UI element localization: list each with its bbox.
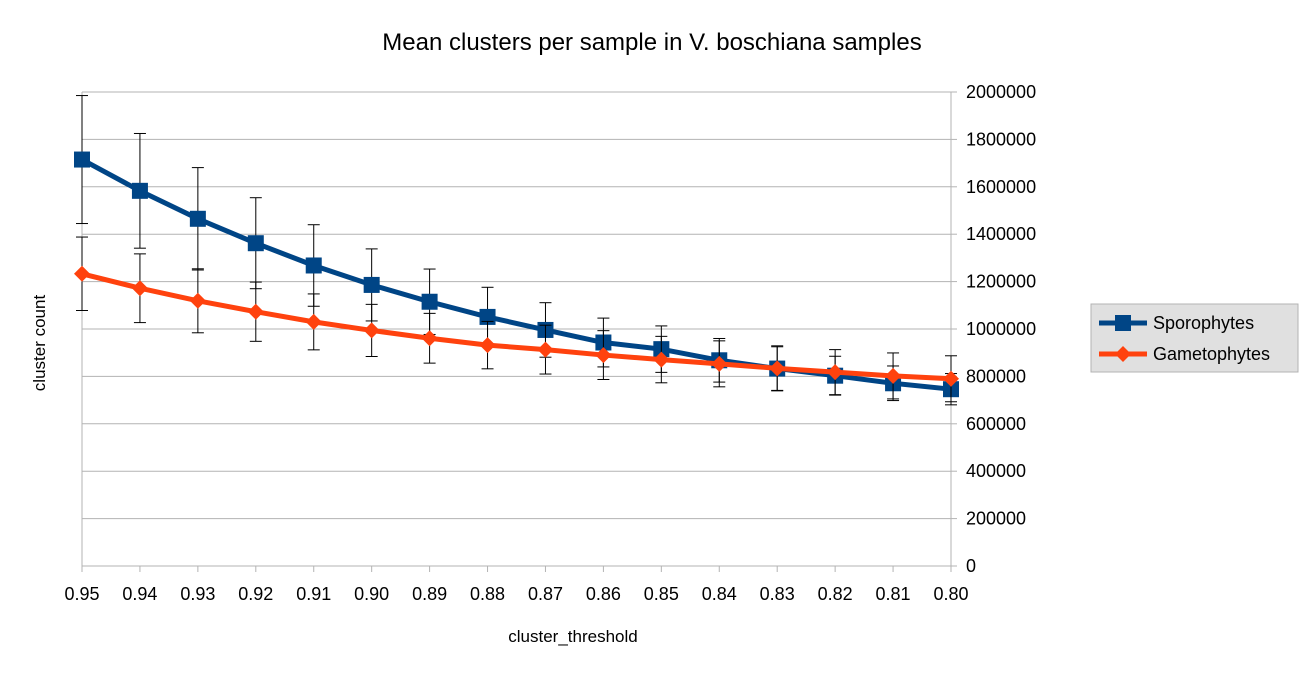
- x-tick-label: 0.84: [702, 584, 737, 604]
- x-tick-label: 0.81: [876, 584, 911, 604]
- x-tick-label: 0.80: [933, 584, 968, 604]
- x-tick-label: 0.82: [818, 584, 853, 604]
- y-axis-ticks: 0 200000 400000 600000 800000 1000000 1200000 1…: [951, 82, 1036, 576]
- data-point: [247, 303, 264, 320]
- data-point: [537, 341, 554, 358]
- series-line: [81, 271, 952, 382]
- y-tick-label: 400000: [966, 461, 1026, 481]
- data-point: [479, 308, 496, 325]
- data-point: [827, 364, 844, 381]
- data-point: [363, 276, 380, 293]
- x-tick-label: 0.86: [586, 584, 621, 604]
- y-tick-label: 1800000: [966, 129, 1036, 149]
- data-point: [131, 280, 148, 297]
- legend: Sporophytes Gametophytes: [1090, 303, 1299, 373]
- data-point: [653, 351, 670, 368]
- series-line: [80, 157, 952, 392]
- x-tick-label: 0.89: [412, 584, 447, 604]
- data-point: [305, 257, 322, 274]
- chart-title: Mean clusters per sample in V. boschiana…: [382, 29, 921, 56]
- legend-marker: [1115, 346, 1131, 362]
- x-tick-label: 0.91: [296, 584, 331, 604]
- data-point: [421, 293, 438, 310]
- data-point: [711, 355, 728, 372]
- y-tick-label: 0: [966, 556, 976, 576]
- y-tick-label: 2000000: [966, 82, 1036, 102]
- series-gametophytes: [74, 236, 959, 403]
- data-point: [595, 347, 612, 364]
- data-point: [131, 182, 148, 199]
- y-tick-label: 1400000: [966, 224, 1036, 244]
- data-point: [885, 367, 902, 384]
- x-tick-label: 0.92: [238, 584, 273, 604]
- legend-label: Gametophytes: [1153, 344, 1270, 364]
- data-point: [421, 330, 438, 347]
- series-layer: [74, 95, 959, 406]
- gridlines: [81, 91, 951, 567]
- x-tick-label: 0.83: [760, 584, 795, 604]
- x-tick-label: 0.93: [180, 584, 215, 604]
- y-tick-label: 600000: [966, 414, 1026, 434]
- data-point: [943, 370, 959, 387]
- legend-marker: [1115, 315, 1131, 331]
- series-sporophytes: [74, 95, 959, 406]
- data-point: [769, 360, 786, 377]
- x-axis-ticks: 0.95 0.94 0.93 0.92 0.91 0.90 0.89 0.88 0.87 0.86…: [64, 566, 969, 604]
- data-point: [305, 313, 322, 330]
- x-tick-label: 0.94: [122, 584, 157, 604]
- x-tick-label: 0.87: [528, 584, 563, 604]
- x-tick-label: 0.90: [354, 584, 389, 604]
- data-point: [363, 322, 380, 339]
- y-tick-label: 200000: [966, 509, 1026, 529]
- data-point: [479, 337, 496, 354]
- y-tick-label: 1600000: [966, 177, 1036, 197]
- data-point: [189, 210, 206, 227]
- y-tick-label: 1200000: [966, 272, 1036, 292]
- data-point: [74, 265, 90, 282]
- y-tick-label: 1000000: [966, 319, 1036, 339]
- x-tick-label: 0.85: [644, 584, 679, 604]
- y-axis-label: cluster count: [30, 295, 49, 392]
- data-point: [74, 151, 90, 168]
- data-point: [189, 292, 206, 309]
- data-point: [247, 235, 264, 252]
- y-tick-label: 800000: [966, 366, 1026, 386]
- x-tick-label: 0.95: [64, 584, 99, 604]
- legend-label: Sporophytes: [1153, 313, 1254, 333]
- x-tick-label: 0.88: [470, 584, 505, 604]
- x-axis-label: cluster_threshold: [508, 627, 637, 646]
